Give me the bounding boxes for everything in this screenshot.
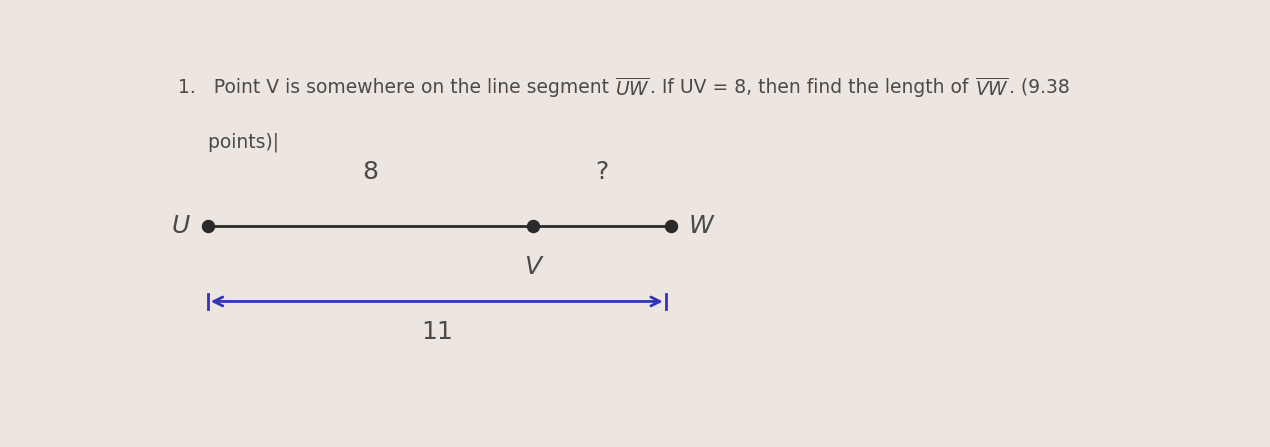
Text: U: U <box>171 214 190 238</box>
Text: ?: ? <box>596 160 608 185</box>
Text: 8: 8 <box>362 160 378 185</box>
Text: W: W <box>688 214 712 238</box>
Text: 1.   Point V is somewhere on the line segment: 1. Point V is somewhere on the line segm… <box>178 78 616 97</box>
Point <box>523 222 544 229</box>
Point <box>660 222 681 229</box>
Text: points)|: points)| <box>178 133 279 152</box>
Text: $\overline{VW}$: $\overline{VW}$ <box>974 78 1008 99</box>
Text: V: V <box>525 255 541 279</box>
Text: 11: 11 <box>420 320 452 344</box>
Point <box>198 222 218 229</box>
Text: . (9.38: . (9.38 <box>1008 78 1069 97</box>
Text: . If UV = 8, then find the length of: . If UV = 8, then find the length of <box>650 78 974 97</box>
Text: $\overline{UW}$: $\overline{UW}$ <box>616 78 650 99</box>
